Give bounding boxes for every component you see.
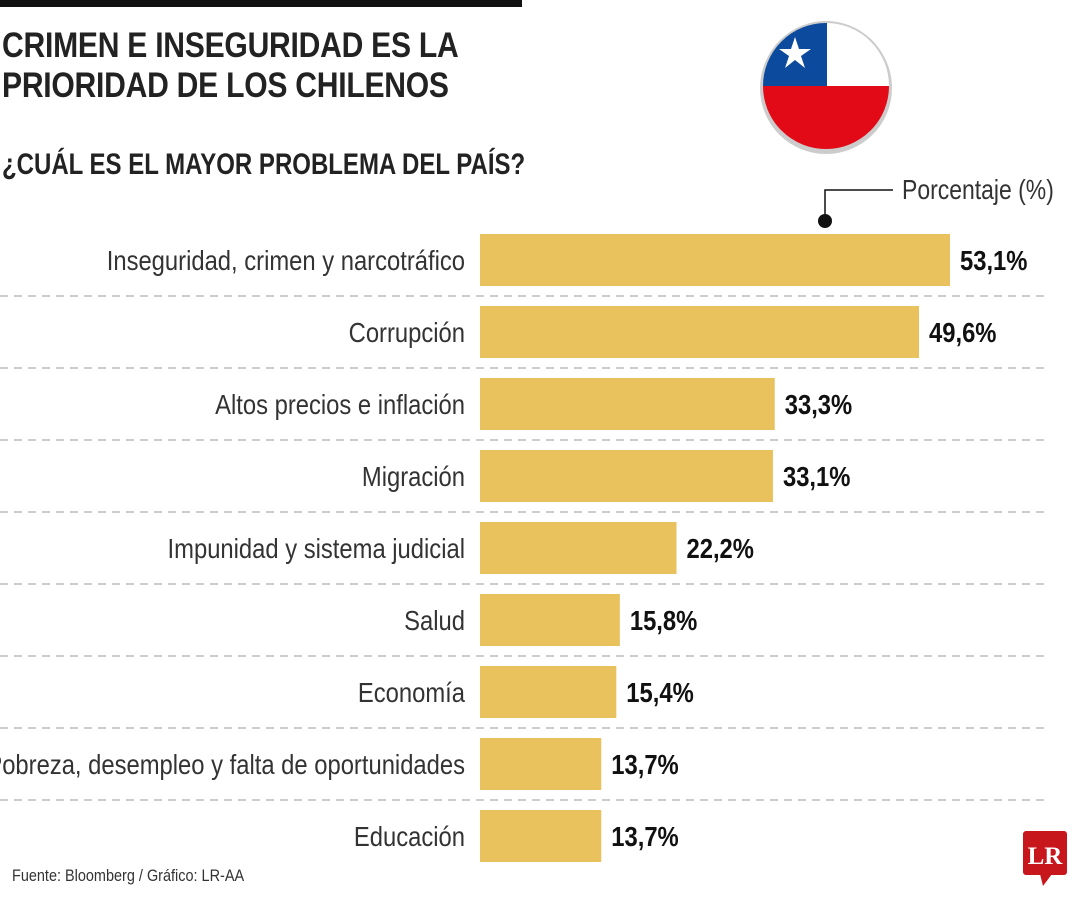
page-title: CRIMEN E INSEGURIDAD ES LA PRIORIDAD DE … <box>2 26 458 105</box>
category-label: Salud <box>404 604 465 636</box>
value-label: 49,6% <box>929 316 996 348</box>
bar <box>480 738 602 790</box>
category-label: Altos precios e inflación <box>215 388 465 420</box>
category-label: Educación <box>354 820 465 852</box>
category-label: Inseguridad, crimen y narcotráfico <box>107 244 465 276</box>
bar <box>480 378 775 430</box>
legend-label: Porcentaje (%) <box>902 174 1054 205</box>
lr-logo: LR <box>1023 831 1067 886</box>
chile-flag-icon <box>760 21 892 154</box>
value-label: 15,8% <box>630 604 697 636</box>
value-label: 13,7% <box>611 820 678 852</box>
svg-text:LR: LR <box>1028 843 1064 870</box>
value-label: 13,7% <box>611 748 678 780</box>
value-label: 53,1% <box>960 244 1027 276</box>
category-label: Corrupción <box>349 316 465 348</box>
legend-leader <box>818 189 893 228</box>
value-label: 15,4% <box>626 676 693 708</box>
top-rule <box>0 0 522 7</box>
category-label: Migración <box>362 460 465 492</box>
category-label: Economía <box>358 676 466 708</box>
chart-subtitle: ¿CUÁL ES EL MAYOR PROBLEMA DEL PAÍS? <box>2 148 526 181</box>
source-note: Fuente: Bloomberg / Gráfico: LR-AA <box>12 866 245 885</box>
bar <box>480 522 677 574</box>
category-label: Impunidad y sistema judicial <box>168 532 465 564</box>
bar <box>480 594 620 646</box>
bar <box>480 666 617 718</box>
value-label: 22,2% <box>686 532 753 564</box>
bar <box>480 306 920 358</box>
bar <box>480 810 602 862</box>
bar <box>480 234 950 286</box>
value-label: 33,1% <box>783 460 850 492</box>
bar <box>480 450 773 502</box>
category-label: Pobreza, desempleo y falta de oportunida… <box>0 748 465 780</box>
value-label: 33,3% <box>785 388 852 420</box>
